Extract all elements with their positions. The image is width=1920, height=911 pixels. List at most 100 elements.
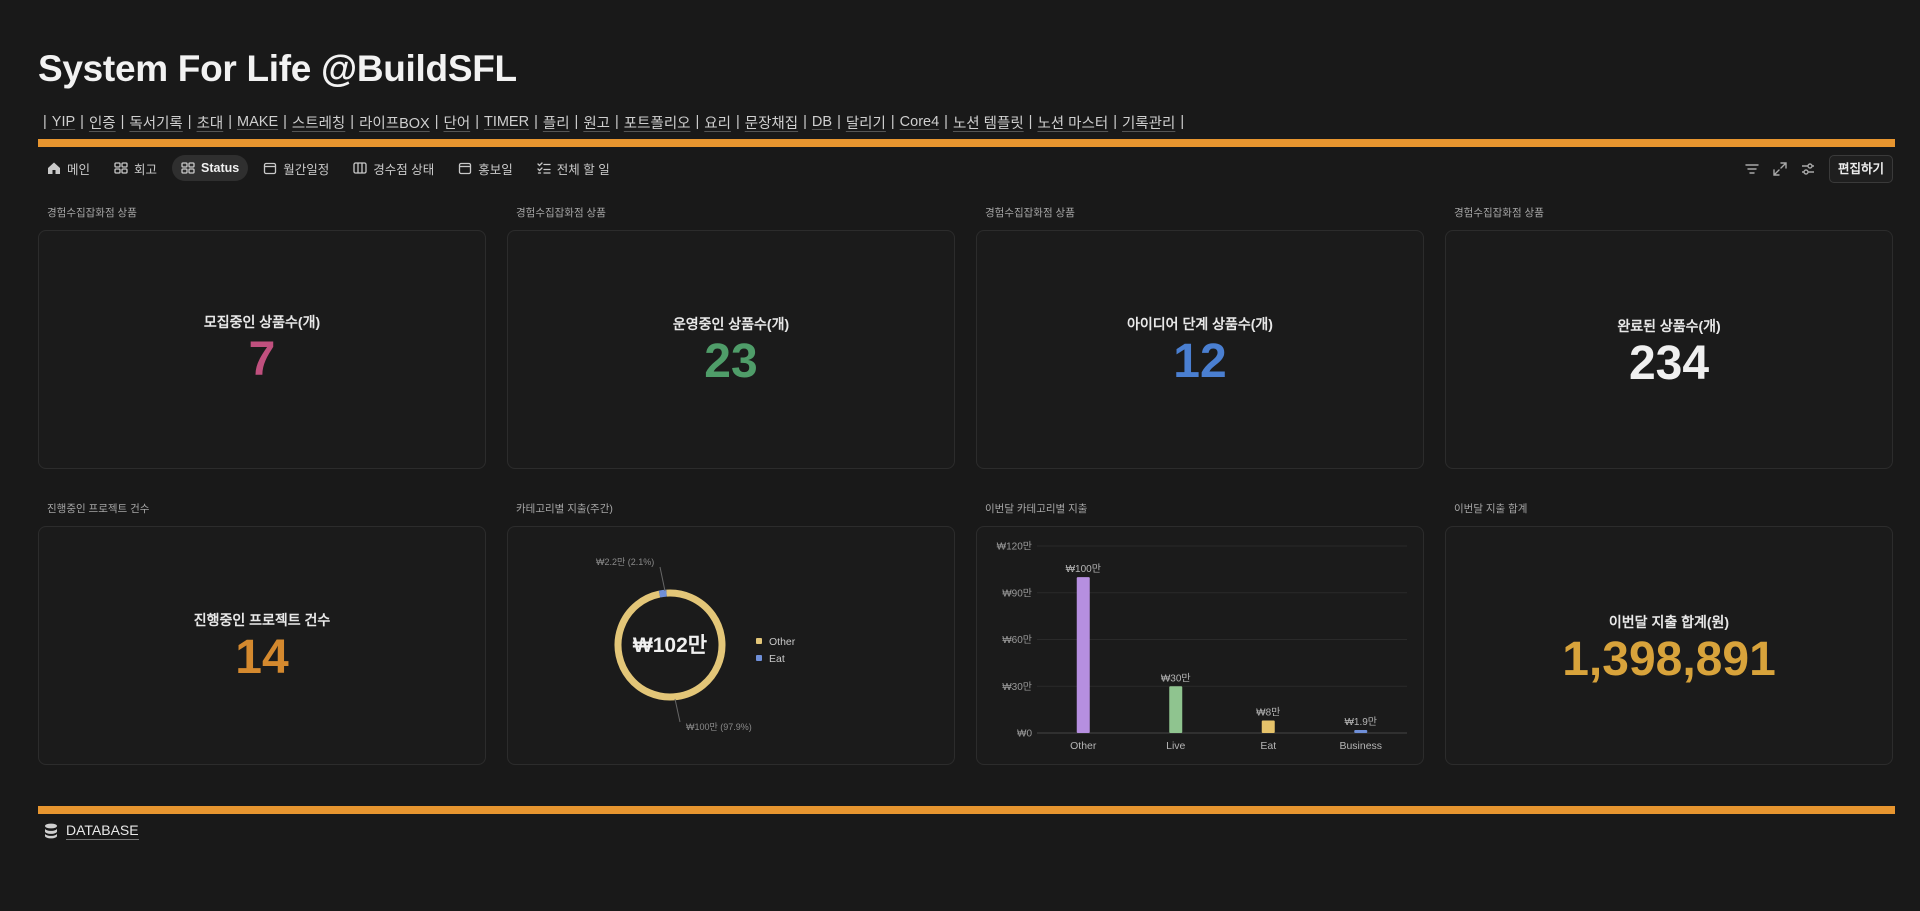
link-separator: |: [434, 114, 439, 130]
quick-link[interactable]: 기록관리: [1121, 115, 1176, 132]
tab-Status[interactable]: Status: [172, 155, 249, 181]
tab-label: 전체 할 일: [556, 162, 610, 177]
quick-link[interactable]: 인증: [88, 115, 116, 132]
link-separator: |: [120, 114, 125, 130]
tab-회고[interactable]: 회고: [105, 155, 166, 181]
gallery-icon: [114, 162, 128, 174]
database-icon: [45, 823, 57, 839]
tab-label: Status: [201, 161, 240, 175]
quick-link[interactable]: 원고: [583, 115, 611, 132]
tab-label: 월간일정: [283, 162, 330, 177]
quick-link[interactable]: 노션 템플릿: [952, 115, 1024, 132]
stat-card-completed[interactable]: 완료된 상품수(개) 234: [1445, 230, 1893, 469]
link-separator: |: [615, 114, 619, 130]
slice-data-label: ₩100만 (97.9%): [686, 722, 752, 732]
bar-eat[interactable]: [1261, 720, 1275, 733]
stat-label: 이번달 지출 합계(원): [1608, 614, 1730, 630]
link-separator: |: [735, 114, 740, 130]
x-tick-label: Live: [1166, 740, 1185, 752]
stat-label: 아이디어 단계 상품수(개): [1127, 316, 1273, 332]
quick-link[interactable]: 단어: [443, 115, 471, 132]
bar-chart-card[interactable]: ₩0 ₩30만 ₩60만 ₩90만 ₩120만 ₩100만 Other ₩30만 Live ₩8만…: [976, 526, 1424, 765]
quick-link[interactable]: DB: [811, 114, 833, 130]
quick-link[interactable]: 초대: [196, 115, 224, 132]
database-link[interactable]: DATABASE: [44, 822, 139, 840]
quick-link[interactable]: 포트폴리오: [623, 115, 691, 132]
stat-card-projects[interactable]: 진행중인 프로젝트 건수 14: [38, 526, 486, 765]
card-caption: 경험수집잡화점 상품: [985, 207, 1075, 219]
bar-business[interactable]: [1354, 730, 1368, 733]
bar-other[interactable]: [1076, 577, 1090, 733]
tab-경수점 상태[interactable]: 경수점 상태: [344, 155, 443, 181]
link-separator: |: [43, 114, 47, 130]
link-separator: |: [944, 114, 948, 130]
stat-value: 12: [1173, 335, 1227, 388]
stat-value: 1,398,891: [1562, 633, 1776, 686]
donut-slice-eat[interactable]: [658, 589, 667, 598]
quick-link[interactable]: 플리: [542, 115, 570, 132]
stat-value: 23: [704, 335, 758, 388]
tab-메인[interactable]: 메인: [38, 155, 99, 181]
tab-전체 할 일[interactable]: 전체 할 일: [528, 155, 619, 181]
gallery-icon: [181, 162, 195, 174]
link-separator: |: [534, 114, 538, 130]
quick-link[interactable]: 문장채집: [744, 115, 799, 132]
link-separator: |: [803, 114, 807, 130]
stat-card-monthly-total[interactable]: 이번달 지출 합계(원) 1,398,891: [1445, 526, 1893, 765]
bar-live[interactable]: [1169, 686, 1183, 733]
donut-center-label: ₩102만: [633, 634, 707, 657]
settings-sliders-icon[interactable]: [1801, 162, 1815, 176]
quick-link[interactable]: MAKE: [237, 114, 279, 130]
tab-label: 메인: [67, 162, 91, 177]
link-separator: |: [80, 114, 84, 130]
tab-label: 경수점 상태: [373, 162, 435, 177]
stat-card-recruiting[interactable]: 모집중인 상품수(개) 7: [38, 230, 486, 469]
x-tick-label: Eat: [1260, 740, 1276, 752]
quick-link[interactable]: Core4: [899, 114, 940, 130]
link-separator: |: [283, 114, 287, 130]
calendar-icon: [459, 162, 472, 175]
tab-월간일정[interactable]: 월간일정: [254, 155, 338, 181]
y-tick-label: ₩30만: [1002, 681, 1032, 693]
stat-card-operating[interactable]: 운영중인 상품수(개) 23: [507, 230, 955, 469]
y-tick-label: ₩90만: [1002, 587, 1032, 599]
card-caption: 경험수집잡화점 상품: [47, 207, 137, 219]
y-tick-label: ₩60만: [1002, 634, 1032, 646]
link-separator: |: [1180, 114, 1185, 130]
stat-value: 7: [248, 333, 276, 386]
tab-홍보일[interactable]: 홍보일: [449, 155, 522, 181]
stat-label: 모집중인 상품수(개): [203, 314, 321, 330]
quick-links-bar: | YIP | 인증 | 독서기록 | 초대 | MAKE | 스트레칭 | 라이프BOX | 단어 | TIME…: [38, 112, 1189, 132]
link-separator: |: [350, 114, 355, 130]
stat-value: 14: [235, 631, 289, 684]
label-leader-line: [659, 566, 666, 592]
view-tabs: 메인 회고 Status 월간일정 경수점 상태 홍보일 전체 할 일: [38, 155, 625, 181]
expand-icon[interactable]: [1773, 161, 1787, 176]
accent-divider-bottom: [38, 806, 1895, 814]
tab-label: 홍보일: [478, 162, 513, 177]
edit-button[interactable]: 편집하기: [1828, 154, 1893, 183]
stat-card-idea[interactable]: 아이디어 단계 상품수(개) 12: [976, 230, 1424, 469]
quick-link[interactable]: 독서기록: [129, 115, 183, 132]
accent-divider-top: [38, 139, 1895, 147]
quick-link[interactable]: 라이프BOX: [359, 115, 430, 132]
quick-link[interactable]: 노션 마스터: [1037, 115, 1109, 132]
quick-link[interactable]: 요리: [704, 115, 731, 132]
quick-link[interactable]: TIMER: [483, 114, 530, 130]
bar-data-label: ₩8만: [1256, 707, 1280, 719]
quick-link[interactable]: 달리기: [845, 115, 886, 132]
y-tick-label: ₩0: [1017, 729, 1032, 740]
link-separator: |: [228, 114, 233, 130]
card-caption: 진행중인 프로젝트 건수: [47, 503, 150, 515]
stat-label: 진행중인 프로젝트 건수: [193, 612, 331, 628]
bar-data-label: ₩30만: [1161, 672, 1191, 684]
donut-chart-card[interactable]: ₩102만 ₩2.2만 (2.1%) ₩100만 (97.9%) Other Eat: [507, 526, 955, 765]
page-title: System For Life @BuildSFL: [38, 48, 517, 89]
link-separator: |: [574, 114, 579, 130]
quick-link[interactable]: YIP: [51, 114, 76, 130]
donut-slice-other[interactable]: [614, 589, 726, 701]
link-separator: |: [837, 114, 841, 130]
quick-link[interactable]: 스트레칭: [291, 115, 346, 132]
link-separator: |: [187, 114, 192, 130]
filter-icon[interactable]: [1745, 162, 1759, 176]
